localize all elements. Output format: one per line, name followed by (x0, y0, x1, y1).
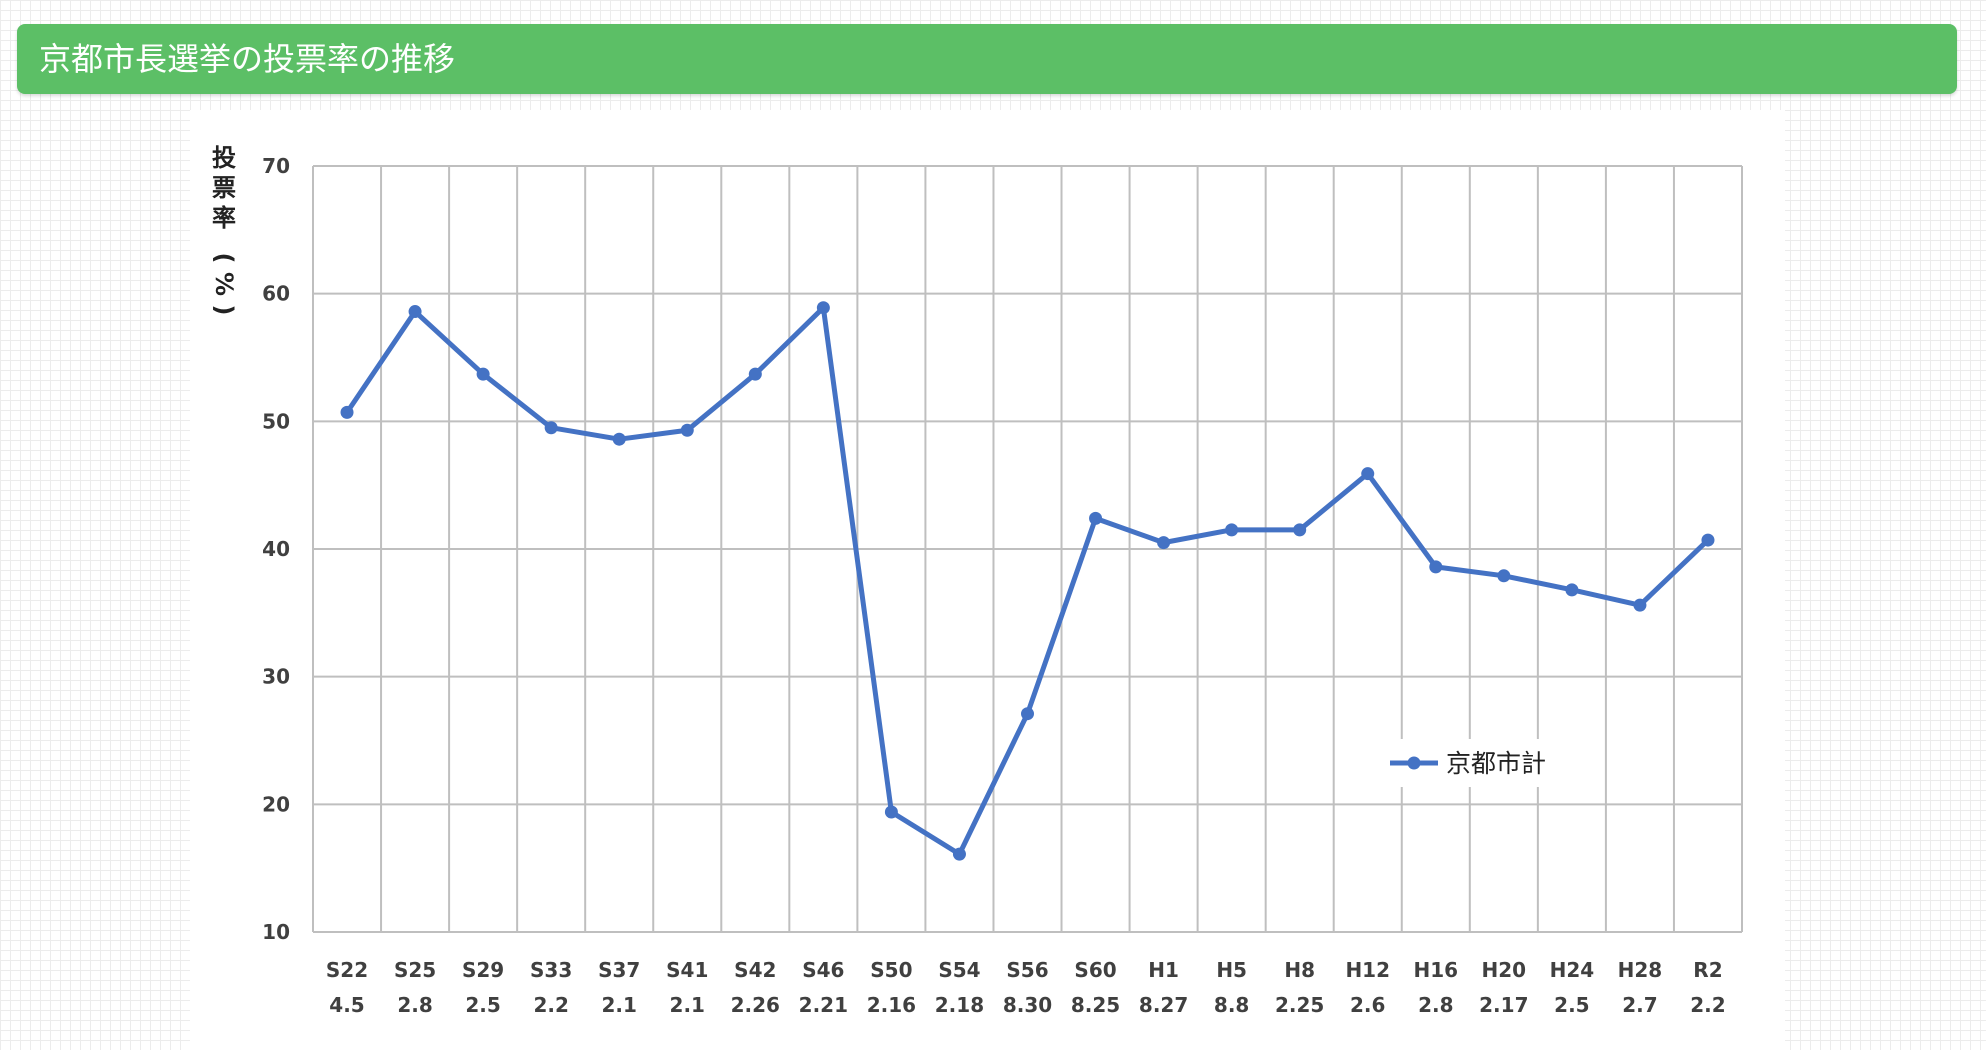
chart-panel: 10 20 30 40 50 60 70 S22 4.5 S25 2.8 S29 2.5 S33 2.2 S3… (190, 110, 1785, 1050)
x-tick-label: 2.8 (397, 993, 432, 1017)
data-point (1089, 511, 1103, 525)
x-tick-label: 2.2 (533, 993, 568, 1017)
x-tick-label: 2.16 (867, 993, 916, 1017)
data-point (680, 423, 694, 437)
data-point (1021, 707, 1034, 721)
x-tick-label: 8.8 (1214, 993, 1249, 1017)
x-tick-label: S54 (938, 958, 980, 982)
y-tick-label: 70 (262, 154, 290, 178)
x-tick-label: 2.1 (601, 993, 636, 1017)
y-tick-label: 50 (262, 409, 290, 433)
data-point (1565, 583, 1579, 597)
x-tick-label: S56 (1006, 958, 1048, 982)
y-tick-label: 40 (262, 537, 290, 561)
x-tick-label: 2.17 (1479, 993, 1528, 1017)
x-tick-label: 2.2 (1690, 993, 1725, 1017)
page-title: 京都市長選挙の投票率の推移 (39, 40, 456, 78)
x-tick-label: 2.1 (670, 993, 705, 1017)
data-point (816, 301, 830, 315)
x-tick-label: 2.5 (465, 993, 500, 1017)
x-tick-label: S50 (870, 958, 912, 982)
x-tick-label: H24 (1550, 958, 1595, 982)
legend-marker (1407, 756, 1421, 770)
data-point (1701, 533, 1715, 547)
data-point (952, 847, 966, 861)
y-axis-label-char: ) (210, 305, 238, 316)
header-bar: 京都市長選挙の投票率の推移 (17, 24, 1957, 94)
data-point (1497, 569, 1511, 583)
x-tick-label: 2.18 (935, 993, 984, 1017)
x-tick-label: R2 (1693, 958, 1722, 982)
data-point (1157, 536, 1171, 550)
y-tick-label: 60 (262, 282, 290, 306)
x-tick-label: S25 (394, 958, 436, 982)
y-tick-label: 20 (262, 792, 290, 816)
x-tick-label: S42 (734, 958, 776, 982)
legend-label: 京都市計 (1446, 749, 1546, 778)
x-tick-label: H20 (1482, 958, 1527, 982)
data-point (340, 405, 354, 419)
x-tick-label: H12 (1345, 958, 1390, 982)
y-axis-label-char: 率 (212, 204, 236, 232)
x-tick-label: S29 (462, 958, 504, 982)
y-tick-label: 30 (262, 665, 290, 689)
x-tick-label: 2.21 (799, 993, 848, 1017)
y-axis-label-char: % (210, 272, 238, 296)
data-point (884, 805, 898, 819)
x-tick-label: H1 (1148, 958, 1179, 982)
x-tick-label: 2.8 (1418, 993, 1453, 1017)
x-tick-label: S22 (326, 958, 368, 982)
data-point (544, 421, 558, 435)
data-point (1293, 523, 1307, 537)
x-tick-label: 4.5 (329, 993, 364, 1017)
data-point (1429, 560, 1443, 574)
data-point (1225, 523, 1239, 537)
x-tick-label: S33 (530, 958, 572, 982)
x-tick-label: H28 (1618, 958, 1663, 982)
x-tick-label: H8 (1284, 958, 1315, 982)
x-tick-label: 2.26 (731, 993, 780, 1017)
x-tick-label: 8.25 (1071, 993, 1120, 1017)
x-tick-label: 8.27 (1139, 993, 1188, 1017)
line-chart: 10 20 30 40 50 60 70 S22 4.5 S25 2.8 S29 2.5 S33 2.2 S3… (210, 144, 1743, 1017)
y-axis-label-char: ( (210, 253, 238, 264)
x-tick-label: 2.25 (1275, 993, 1324, 1017)
data-point (1361, 467, 1375, 481)
x-tick-label: H5 (1216, 958, 1247, 982)
y-axis-label-char: 票 (212, 174, 236, 202)
x-tick-label: S46 (802, 958, 844, 982)
x-tick-label: S37 (598, 958, 640, 982)
data-point (748, 367, 762, 381)
y-axis-label-char: 投 (212, 144, 236, 172)
x-tick-label: S41 (666, 958, 708, 982)
data-point (408, 305, 422, 319)
x-tick-label: 2.7 (1622, 993, 1657, 1017)
y-tick-label: 10 (262, 920, 290, 944)
x-tick-label: S60 (1074, 958, 1116, 982)
x-tick-label: 2.5 (1554, 993, 1589, 1017)
x-tick-label: 2.6 (1350, 993, 1385, 1017)
data-point (1633, 598, 1647, 612)
x-tick-label: 8.30 (1003, 993, 1052, 1017)
data-point (612, 432, 626, 446)
data-point (476, 367, 490, 381)
x-tick-label: H16 (1413, 958, 1458, 982)
